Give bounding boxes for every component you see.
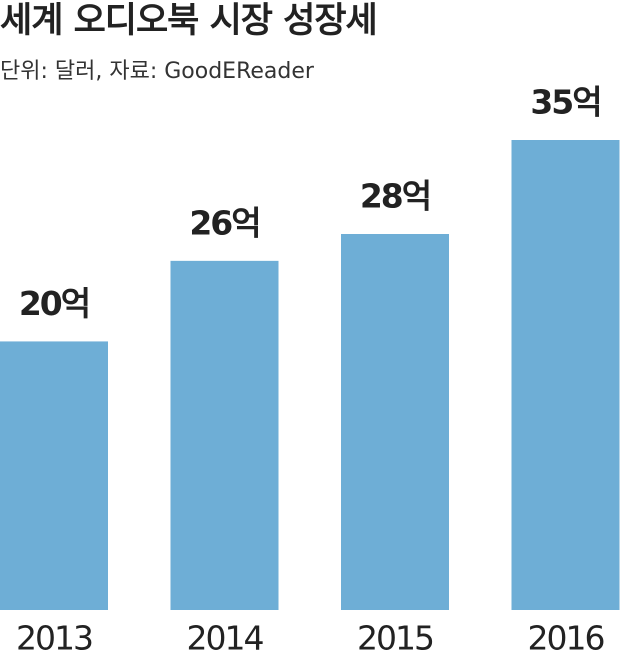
value-label: 28억 (360, 177, 430, 216)
bar (341, 234, 449, 610)
bar (0, 341, 108, 610)
value-label: 35억 (530, 83, 600, 122)
value-label: 26억 (189, 203, 259, 242)
value-label: 20억 (19, 284, 89, 323)
chart-title: 세계 오디오북 시장 성장세 (0, 1, 377, 41)
x-tick-label: 2014 (187, 619, 264, 657)
x-tick-label: 2013 (16, 619, 92, 657)
x-tick-label: 2016 (528, 619, 604, 657)
bar (511, 140, 620, 610)
bar (170, 260, 279, 610)
x-tick-label: 2015 (357, 619, 433, 657)
chart-subtitle: 단위: 달러, 자료: GoodEReader (0, 59, 315, 84)
